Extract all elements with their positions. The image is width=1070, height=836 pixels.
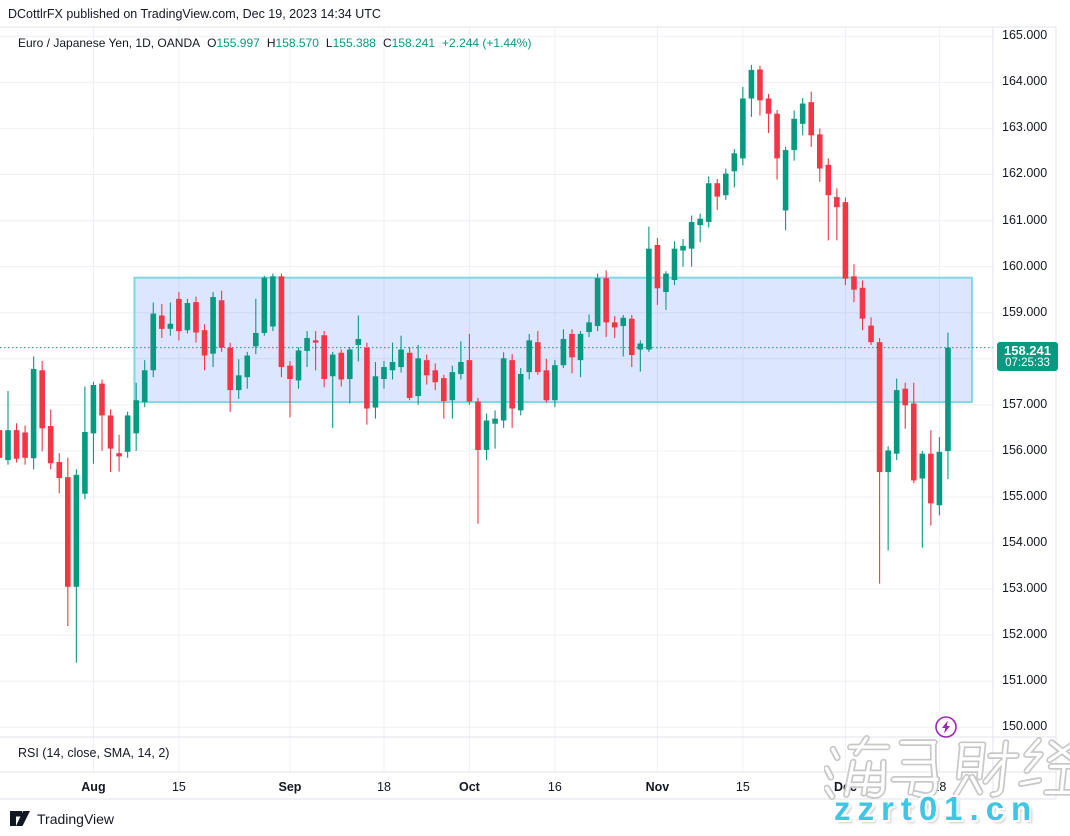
ohlc-open: O155.997: [207, 36, 260, 50]
last-price-value: 158.241: [1004, 343, 1051, 358]
price-axis-label: 154.000: [1002, 535, 1048, 550]
price-axis-label: 163.000: [1002, 120, 1048, 135]
price-axis-label: 162.000: [1002, 166, 1048, 181]
ohlc-low: L155.388: [325, 36, 376, 50]
price-axis-label: 151.000: [1002, 673, 1048, 688]
time-axis-label: Nov: [645, 780, 670, 794]
price-axis-label: 160.000: [1002, 258, 1048, 273]
price-axis-label: 150.000: [1002, 719, 1048, 734]
price-axis-label: 152.000: [1002, 627, 1048, 642]
candle-countdown: 07:25:33: [1005, 357, 1050, 369]
tradingview-logo-icon: [10, 811, 30, 826]
publisher-line: DCottlrFX published on TradingView.com, …: [8, 7, 381, 21]
price-axis-label: 155.000: [1002, 488, 1048, 503]
rsi-indicator-label[interactable]: RSI (14, close, SMA, 14, 2): [18, 746, 170, 760]
symbol-legend[interactable]: Euro / Japanese Yen, 1D, OANDA O155.997 …: [18, 36, 531, 50]
time-axis-label: 18: [377, 780, 391, 794]
ohlc-close: C158.241: [382, 36, 436, 50]
time-axis-label: 15: [171, 780, 186, 794]
last-price-badge: 158.241 07:25:33: [997, 342, 1058, 371]
time-axis-label: 15: [735, 780, 750, 794]
price-axis-label: 164.000: [1002, 74, 1048, 89]
price-axis-label: 156.000: [1002, 442, 1048, 457]
price-axis-label: 159.000: [1002, 304, 1048, 319]
price-axis-label: 157.000: [1002, 396, 1048, 411]
price-axis-label: 165.000: [1002, 28, 1048, 43]
time-axis-label: Aug: [81, 780, 106, 794]
price-axis-label: 153.000: [1002, 581, 1048, 596]
time-axis-label: Oct: [459, 780, 480, 794]
tradingview-logo[interactable]: TradingView: [10, 810, 114, 827]
time-axis-label: 16: [547, 780, 562, 794]
lightning-icon: [935, 716, 957, 738]
price-axis-label: 161.000: [1002, 212, 1048, 227]
symbol-title[interactable]: Euro / Japanese Yen, 1D, OANDA: [18, 36, 201, 50]
site-watermark: zzrt01.cn: [834, 790, 1039, 827]
tradingview-logo-text: TradingView: [37, 810, 115, 827]
change-value: +2.244 (+1.44%): [442, 36, 532, 50]
time-axis-label: Sep: [278, 780, 302, 794]
ohlc-high: H158.570: [266, 36, 319, 50]
